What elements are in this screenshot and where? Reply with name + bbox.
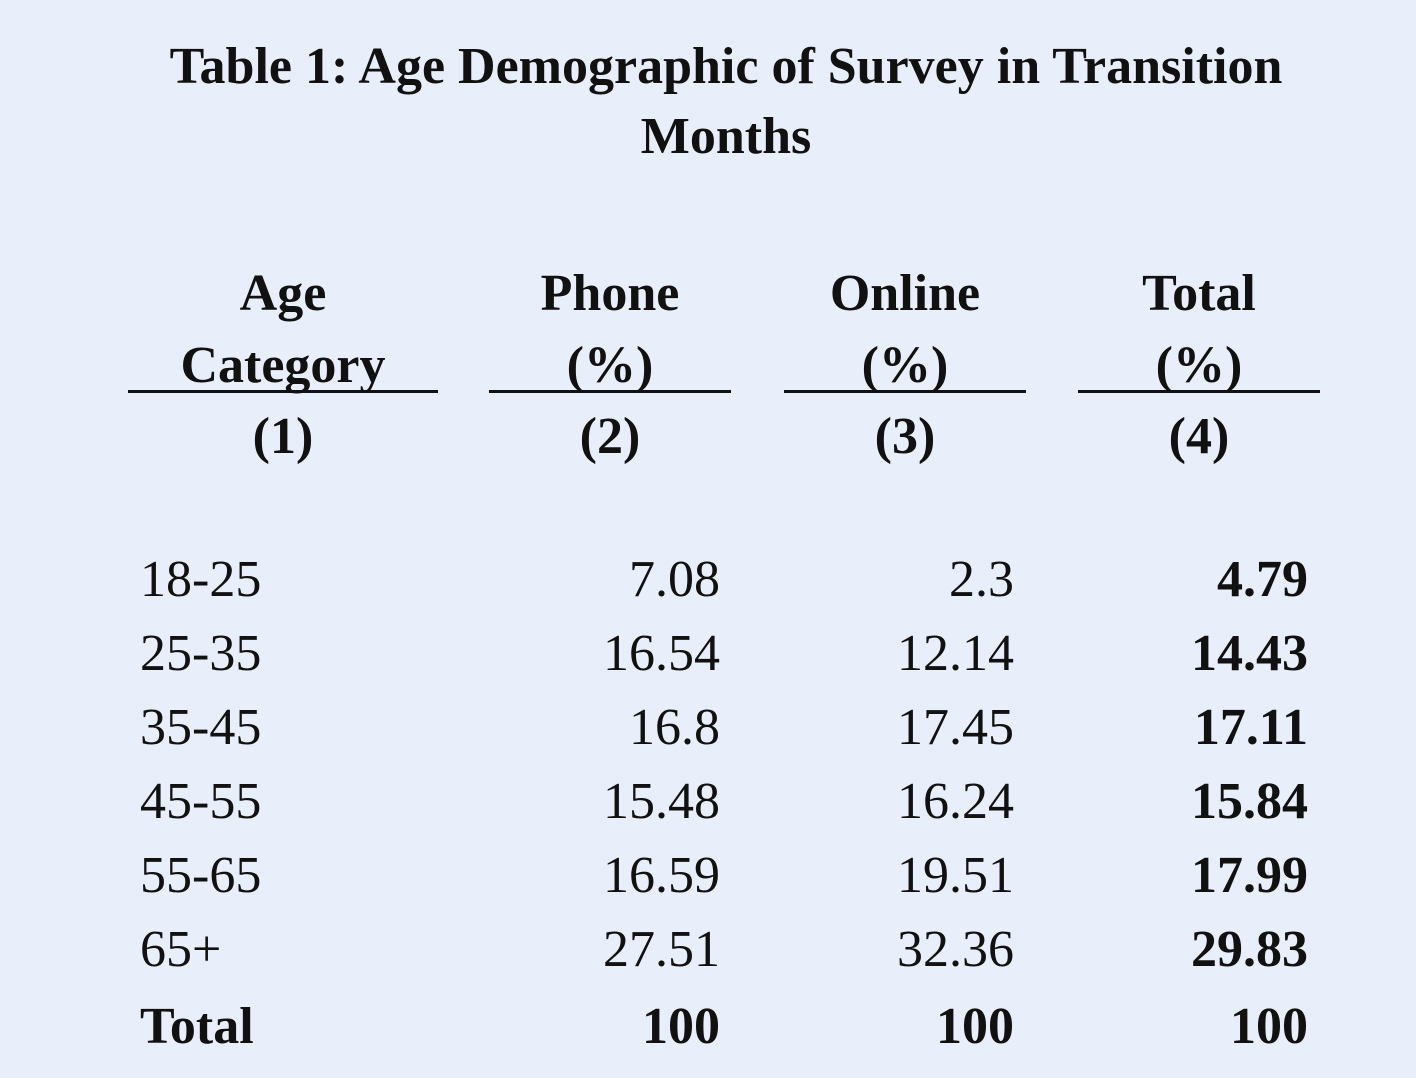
table-cell-age: 55-65: [140, 847, 262, 904]
table-cell-online: 19.51: [897, 847, 1014, 904]
column-number-1: (1): [252, 408, 314, 465]
table-cell-age: 45-55: [140, 773, 262, 830]
table-cell-online: 100: [936, 998, 1014, 1055]
table-cell-phone: 100: [642, 998, 720, 1055]
header-phone: Phone (%): [540, 265, 680, 394]
table-cell-age: 35-45: [140, 699, 262, 756]
table-cell-total: 29.83: [1191, 921, 1308, 978]
column-number-3: (3): [874, 408, 936, 465]
column-number-2: (2): [579, 408, 641, 465]
table-cell-total: 100: [1230, 998, 1308, 1055]
table-title: Table 1: Age Demographic of Survey in Tr…: [169, 38, 1283, 165]
table-cell-total: 17.11: [1193, 699, 1308, 756]
table-cell-phone: 16.54: [603, 625, 720, 682]
header-online: Online (%): [829, 265, 981, 394]
header-rule-2: [489, 390, 731, 393]
table-cell-age: 25-35: [140, 625, 262, 682]
header-age-category: Age Category: [180, 265, 386, 394]
table-cell-phone: 16.59: [603, 847, 720, 904]
column-number-4: (4): [1168, 408, 1230, 465]
header-total: Total (%): [1142, 265, 1256, 394]
header-rule-1: [128, 390, 438, 393]
table-cell-phone: 7.08: [629, 551, 720, 608]
table-cell-age: 18-25: [140, 551, 262, 608]
header-rule-4: [1078, 390, 1320, 393]
table-cell-phone: 27.51: [603, 921, 720, 978]
header-rule-3: [784, 390, 1026, 393]
table-cell-age: Total: [140, 998, 254, 1055]
table-cell-online: 32.36: [897, 921, 1014, 978]
table-cell-phone: 16.8: [629, 699, 720, 756]
table-cell-phone: 15.48: [603, 773, 720, 830]
table-cell-age: 65+: [140, 921, 222, 978]
table-cell-online: 17.45: [897, 699, 1014, 756]
table-cell-total: 4.79: [1217, 551, 1308, 608]
table-cell-total: 17.99: [1191, 847, 1308, 904]
table-cell-total: 15.84: [1191, 773, 1308, 830]
table-cell-total: 14.43: [1191, 625, 1308, 682]
table-cell-online: 16.24: [897, 773, 1014, 830]
table-cell-online: 12.14: [897, 625, 1014, 682]
table-cell-online: 2.3: [949, 551, 1014, 608]
